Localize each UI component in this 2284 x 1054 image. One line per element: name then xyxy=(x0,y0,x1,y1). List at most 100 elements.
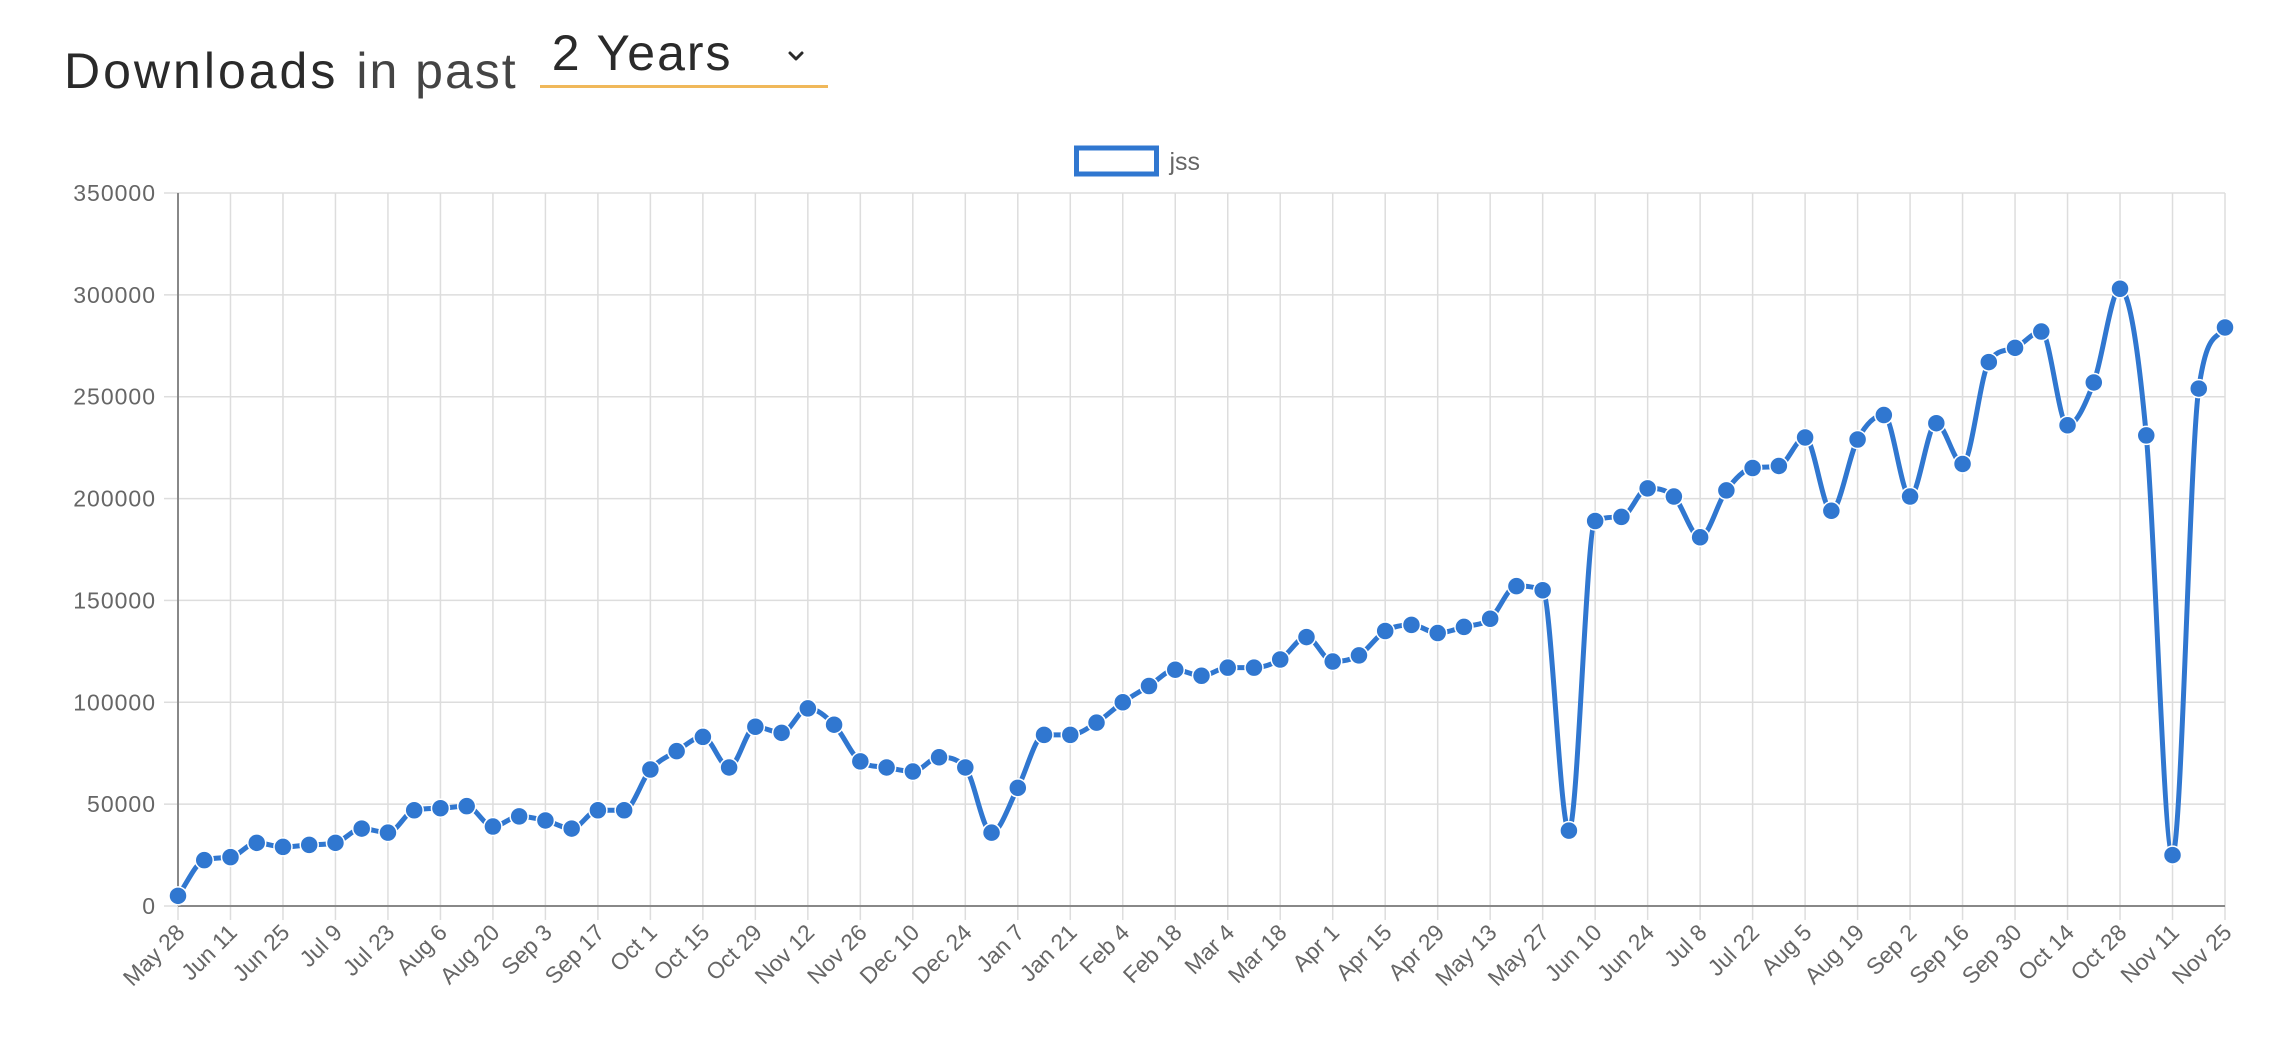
data-point xyxy=(1427,623,1448,643)
data-point xyxy=(614,800,634,821)
data-point xyxy=(719,757,739,778)
legend-swatch xyxy=(1074,145,1159,177)
data-point xyxy=(1165,659,1186,680)
data-point xyxy=(1454,617,1474,637)
data-point xyxy=(1034,725,1054,745)
data-point xyxy=(1585,511,1605,531)
data-point xyxy=(1270,649,1290,670)
page-title: Downloads xyxy=(64,43,339,99)
y-tick-label: 100000 xyxy=(73,689,156,715)
x-tick-label: Aug 20 xyxy=(435,919,505,989)
data-point xyxy=(1139,676,1159,696)
x-tick-label: Dec 24 xyxy=(907,919,977,989)
data-point xyxy=(850,751,871,772)
data-point xyxy=(1795,427,1815,448)
data-point xyxy=(1847,429,1868,450)
data-point xyxy=(2189,378,2209,399)
data-point xyxy=(1637,478,1658,499)
data-point xyxy=(1191,666,1212,686)
x-tick-label: Jan 21 xyxy=(1015,919,1082,986)
data-point xyxy=(981,822,1002,843)
data-point xyxy=(351,818,372,839)
y-tick-label: 150000 xyxy=(73,587,156,613)
data-point xyxy=(1716,480,1737,501)
data-point xyxy=(1532,580,1553,600)
data-point xyxy=(1821,501,1842,521)
x-tick-label: Apr 15 xyxy=(1330,919,1396,985)
y-tick-label: 350000 xyxy=(73,180,156,206)
data-point xyxy=(1401,615,1422,635)
data-point xyxy=(798,698,818,719)
data-point xyxy=(246,833,267,853)
data-point xyxy=(1086,712,1107,733)
data-point xyxy=(1874,405,1894,425)
chevron-down-icon xyxy=(788,51,804,61)
data-point xyxy=(745,716,766,737)
data-point xyxy=(2136,425,2157,446)
data-point xyxy=(509,806,529,827)
data-point xyxy=(1296,627,1317,647)
data-point xyxy=(404,800,424,821)
data-point xyxy=(430,798,451,818)
x-tick-label: Jul 23 xyxy=(338,919,400,981)
data-point xyxy=(194,850,214,870)
data-point xyxy=(456,796,477,816)
x-tick-label: Jun 10 xyxy=(1539,919,1606,986)
x-tick-label: Oct 14 xyxy=(2013,919,2079,985)
data-point xyxy=(1952,454,1973,474)
x-tick-label: Feb 18 xyxy=(1118,919,1187,988)
x-tick-label: Sep 17 xyxy=(539,919,609,989)
data-point xyxy=(640,759,661,780)
x-tick-label: Jun 25 xyxy=(227,919,294,986)
data-point xyxy=(1926,413,1947,433)
data-point xyxy=(2162,845,2183,865)
y-tick-label: 300000 xyxy=(73,282,156,308)
time-range-select[interactable]: 2 Years xyxy=(539,22,828,88)
data-point xyxy=(1113,692,1133,713)
data-point xyxy=(1217,657,1238,678)
data-point xyxy=(2215,317,2235,338)
y-tick-label: 0 xyxy=(142,893,156,919)
x-tick-label: Jun 11 xyxy=(176,919,242,985)
data-point xyxy=(903,761,923,782)
data-point xyxy=(325,833,346,853)
data-point xyxy=(273,837,293,857)
x-tick-label: Jul 22 xyxy=(1702,919,1764,981)
data-point xyxy=(220,847,241,867)
data-point xyxy=(561,818,582,839)
data-point xyxy=(771,723,792,743)
data-point xyxy=(693,727,713,747)
y-tick-label: 50000 xyxy=(87,791,156,817)
data-point xyxy=(1769,456,1789,476)
x-tick-label: Oct 15 xyxy=(648,919,714,985)
data-point xyxy=(1322,651,1343,672)
data-point xyxy=(1559,820,1579,841)
data-point xyxy=(824,714,844,735)
data-point xyxy=(2084,372,2104,393)
data-point xyxy=(168,886,188,906)
data-point xyxy=(588,800,608,821)
x-tick-label: May 28 xyxy=(118,919,190,991)
x-tick-label: Nov 25 xyxy=(2167,919,2237,989)
data-point xyxy=(1664,486,1684,507)
data-point xyxy=(1480,609,1500,629)
time-range-value: 2 Years xyxy=(551,25,733,81)
data-point xyxy=(666,741,687,761)
data-point xyxy=(535,810,556,831)
x-tick-label: Sep 30 xyxy=(1957,919,2027,989)
x-tick-label: Aug 19 xyxy=(1799,919,1869,989)
data-point xyxy=(876,757,897,778)
data-point xyxy=(1060,725,1081,745)
data-point xyxy=(483,816,503,837)
data-point xyxy=(1900,486,1920,507)
data-point xyxy=(1008,778,1028,798)
data-point xyxy=(299,835,319,855)
y-tick-label: 250000 xyxy=(73,384,156,410)
data-point xyxy=(1244,657,1264,678)
data-point xyxy=(2031,321,2052,342)
in-past-label: in past xyxy=(356,43,518,99)
data-point xyxy=(1611,507,1632,527)
data-point xyxy=(929,747,949,768)
data-point xyxy=(2057,415,2078,435)
